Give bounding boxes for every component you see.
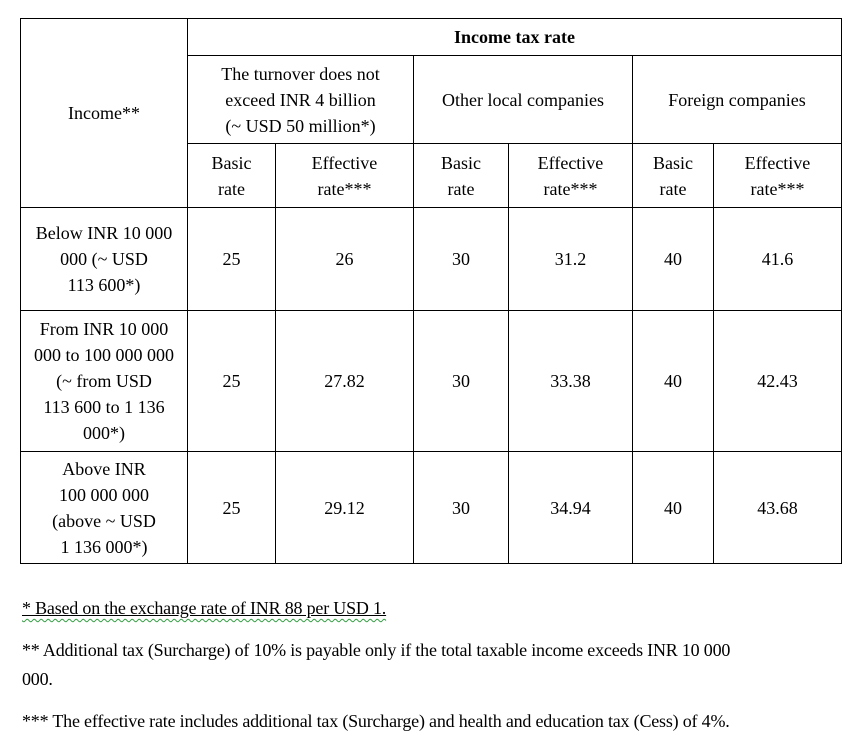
value-cell: 25 bbox=[187, 207, 276, 311]
group-header-other-local-companies: Other local companies bbox=[413, 55, 633, 144]
table-row-above-100m: Above INR 100 000 000 (above ~ USD 1 136… bbox=[20, 451, 842, 564]
effective-rate-header: Effective rate*** bbox=[713, 143, 842, 208]
basic-rate-header: Basic rate bbox=[413, 143, 509, 208]
table-row-below-10m: Below INR 10 000 000 (~ USD 113 600*) 25… bbox=[20, 207, 842, 311]
footnote-exchange-rate: * Based on the exchange rate of INR 88 p… bbox=[22, 594, 844, 623]
value-cell: 41.6 bbox=[713, 207, 842, 311]
value-cell: 43.68 bbox=[713, 451, 842, 564]
footnote-surcharge: ** Additional tax (Surcharge) of 10% is … bbox=[22, 640, 731, 689]
value-cell: 40 bbox=[632, 207, 714, 311]
value-cell: 30 bbox=[413, 310, 509, 452]
income-bracket-cell: Below INR 10 000 000 (~ USD 113 600*) bbox=[20, 207, 188, 311]
footnote-effective-rate: *** The effective rate includes addition… bbox=[22, 711, 730, 731]
table-row-10m-to-100m: From INR 10 000 000 to 100 000 000 (~ fr… bbox=[20, 310, 842, 452]
income-bracket-cell: Above INR 100 000 000 (above ~ USD 1 136… bbox=[20, 451, 188, 564]
value-cell: 40 bbox=[632, 310, 714, 452]
value-cell: 42.43 bbox=[713, 310, 842, 452]
value-cell: 27.82 bbox=[275, 310, 414, 452]
value-cell: 30 bbox=[413, 207, 509, 311]
group-header-foreign-companies: Foreign companies bbox=[632, 55, 842, 144]
value-cell: 40 bbox=[632, 451, 714, 564]
value-cell: 31.2 bbox=[508, 207, 633, 311]
value-cell: 25 bbox=[187, 310, 276, 452]
group-header-turnover-limit: The turnover does not exceed INR 4 billi… bbox=[187, 55, 414, 144]
value-cell: 25 bbox=[187, 451, 276, 564]
income-column-header: Income** bbox=[20, 18, 188, 208]
value-cell: 34.94 bbox=[508, 451, 633, 564]
value-cell: 30 bbox=[413, 451, 509, 564]
income-bracket-cell: From INR 10 000 000 to 100 000 000 (~ fr… bbox=[20, 310, 188, 452]
income-tax-rate-title: Income tax rate bbox=[187, 18, 842, 56]
basic-rate-header: Basic rate bbox=[632, 143, 714, 208]
footnote-exchange-rate-text: * Based on the exchange rate of INR 88 p… bbox=[22, 598, 387, 618]
value-cell: 26 bbox=[275, 207, 414, 311]
value-cell: 33.38 bbox=[508, 310, 633, 452]
header-row-title: Income** Income tax rate bbox=[20, 18, 842, 208]
effective-rate-header: Effective rate*** bbox=[275, 143, 414, 208]
header-row-groups: The turnover does not exceed INR 4 billi… bbox=[21, 55, 842, 144]
effective-rate-header: Effective rate*** bbox=[508, 143, 633, 208]
header-row-rate-types: Basic rate Effective rate*** Basic rate … bbox=[21, 143, 842, 208]
basic-rate-header: Basic rate bbox=[187, 143, 276, 208]
footnotes-section: * Based on the exchange rate of INR 88 p… bbox=[22, 594, 844, 734]
value-cell: 29.12 bbox=[275, 451, 414, 564]
income-tax-table: Income** Income tax rate The turnover do… bbox=[20, 18, 842, 564]
